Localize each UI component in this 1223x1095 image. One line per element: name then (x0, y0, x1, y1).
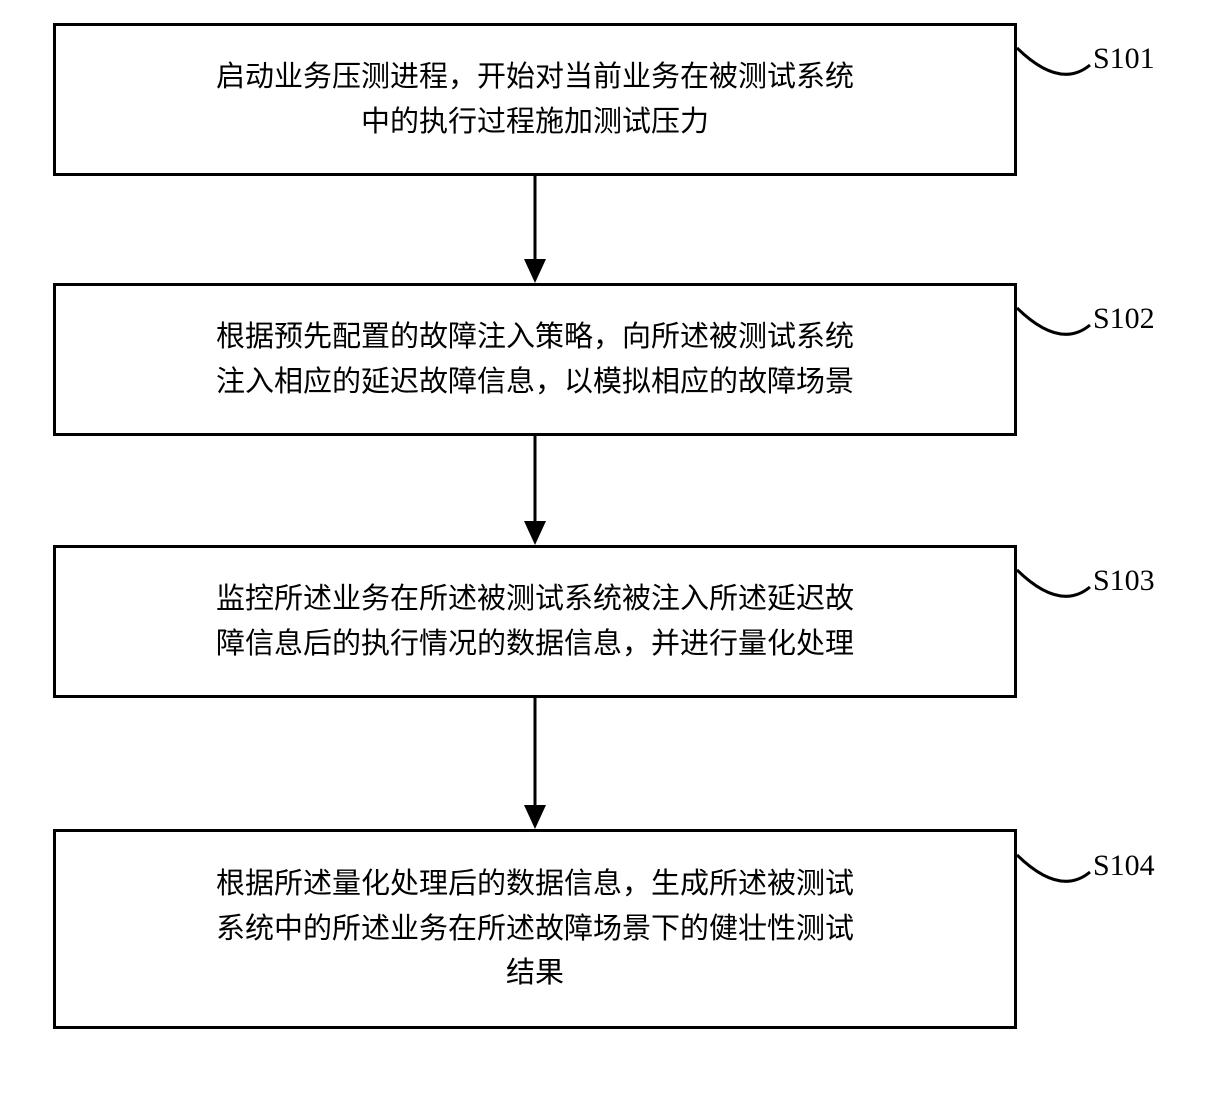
label-connector-s104 (1012, 850, 1095, 902)
node-text-line: 注入相应的延迟故障信息，以模拟相应的故障场景 (216, 360, 854, 405)
node-text-line: 系统中的所述业务在所述故障场景下的健壮性测试 (216, 907, 854, 952)
flowchart-canvas: 启动业务压测进程，开始对当前业务在被测试系统中的执行过程施加测试压力 S101 根据… (0, 0, 1223, 1095)
node-text-line: 结果 (216, 951, 854, 996)
node-text-line: 障信息后的执行情况的数据信息，并进行量化处理 (216, 622, 854, 667)
node-text-line: 监控所述业务在所述被测试系统被注入所述延迟故 (216, 577, 854, 622)
node-text-line: 中的执行过程施加测试压力 (216, 100, 854, 145)
label-connector-s102 (1012, 303, 1095, 355)
node-text-line: 根据所述量化处理后的数据信息，生成所述被测试 (216, 862, 854, 907)
flow-node-s103: 监控所述业务在所述被测试系统被注入所述延迟故障信息后的执行情况的数据信息，并进行… (53, 545, 1017, 698)
node-text-line: 启动业务压测进程，开始对当前业务在被测试系统 (216, 55, 854, 100)
step-label-s102: S102 (1093, 302, 1155, 336)
step-label-s103: S103 (1093, 564, 1155, 598)
step-label-s104: S104 (1093, 849, 1155, 883)
arrow-s103-s104 (513, 698, 557, 829)
flow-node-s102: 根据预先配置的故障注入策略，向所述被测试系统注入相应的延迟故障信息，以模拟相应的… (53, 283, 1017, 436)
arrow-s102-s103 (513, 436, 557, 545)
arrow-s101-s102 (513, 176, 557, 283)
label-connector-s101 (1012, 43, 1095, 95)
label-connector-s103 (1012, 565, 1095, 617)
step-label-s101: S101 (1093, 42, 1155, 76)
flow-node-s101: 启动业务压测进程，开始对当前业务在被测试系统中的执行过程施加测试压力 (53, 23, 1017, 176)
node-text-line: 根据预先配置的故障注入策略，向所述被测试系统 (216, 315, 854, 360)
flow-node-s104: 根据所述量化处理后的数据信息，生成所述被测试系统中的所述业务在所述故障场景下的健… (53, 829, 1017, 1029)
